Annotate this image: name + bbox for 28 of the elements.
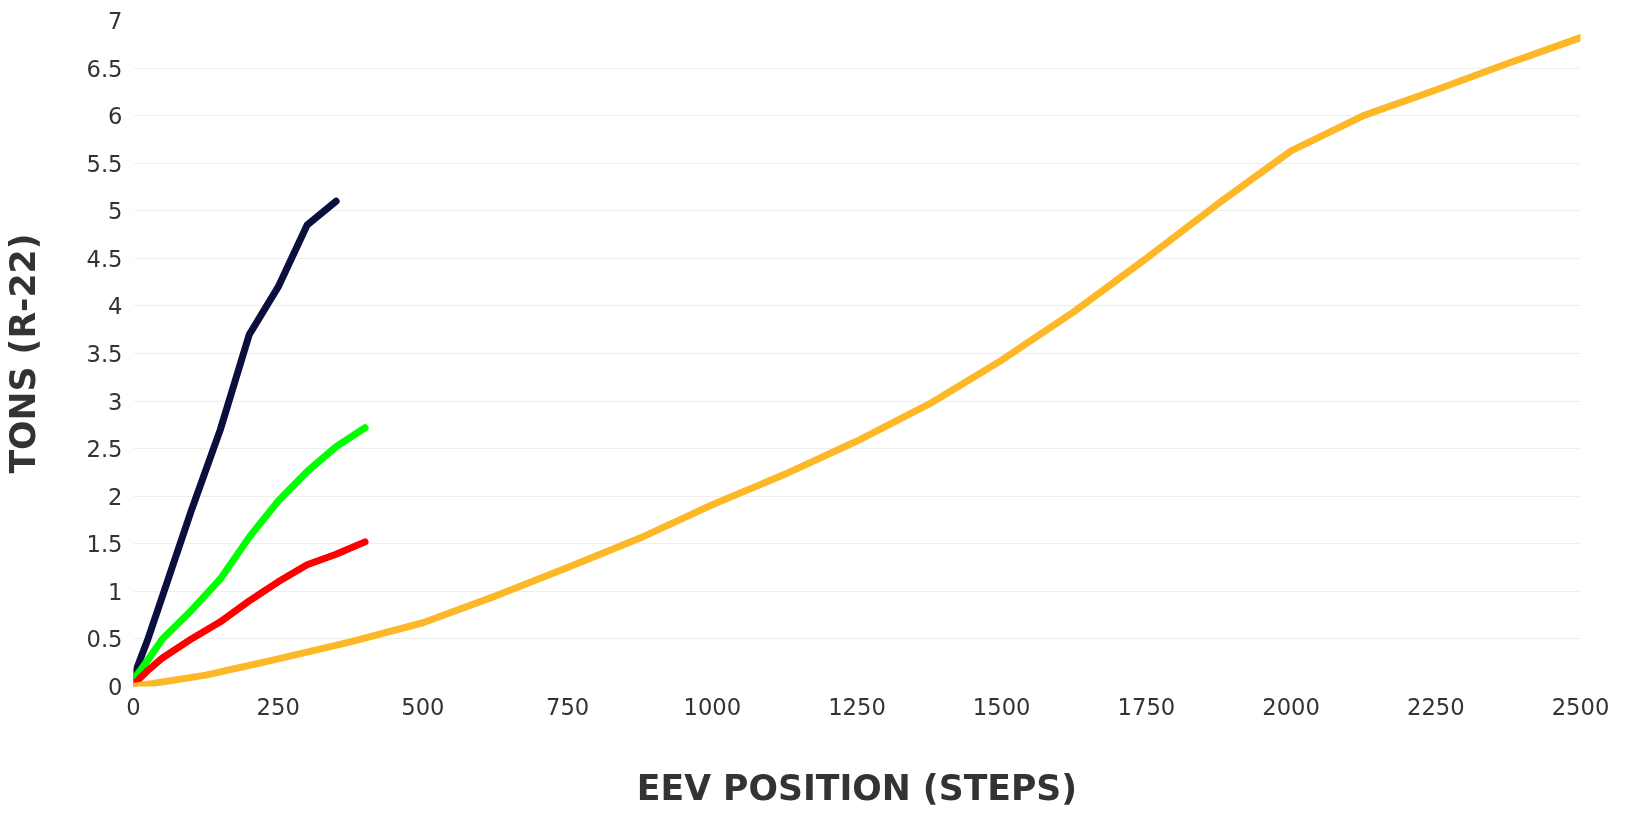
- y-tick-label: 4.5: [86, 245, 123, 272]
- x-tick-label: 1000: [683, 693, 742, 720]
- y-tick-label: 4: [108, 293, 123, 320]
- y-tick-label: 2: [108, 483, 123, 510]
- y-tick-label: 5: [108, 198, 123, 225]
- x-tick-label: 1250: [828, 693, 886, 720]
- x-tick-label: 0: [126, 693, 141, 720]
- y-tick-label: 2.5: [86, 436, 123, 463]
- y-axis-title: TONS (R-22): [3, 233, 44, 474]
- x-tick-label: 1500: [972, 693, 1031, 720]
- y-tick-label: 7: [108, 8, 123, 34]
- x-tick-label: 2250: [1406, 693, 1465, 720]
- y-tick-label: 0: [108, 674, 123, 700]
- x-tick-label: 750: [545, 693, 590, 720]
- y-tick-label: 6.5: [86, 55, 123, 82]
- y-tick-label: 3.5: [86, 341, 123, 367]
- y-tick-label: 0.5: [86, 626, 123, 653]
- x-tick-label: 500: [401, 693, 445, 720]
- y-tick-label: 1: [108, 578, 123, 605]
- y-tick-label: 6: [108, 103, 123, 130]
- y-tick-label: 5.5: [86, 150, 123, 177]
- x-tick-label: 1750: [1117, 693, 1176, 720]
- y-tick-label: 3: [108, 388, 123, 415]
- x-tick-label: 2000: [1262, 693, 1320, 720]
- x-tick-label: 250: [256, 693, 300, 720]
- x-axis-title: EEV POSITION (STEPS): [636, 767, 1078, 808]
- y-tick-label: 1.5: [86, 531, 123, 558]
- x-tick-label: 2500: [1551, 693, 1610, 720]
